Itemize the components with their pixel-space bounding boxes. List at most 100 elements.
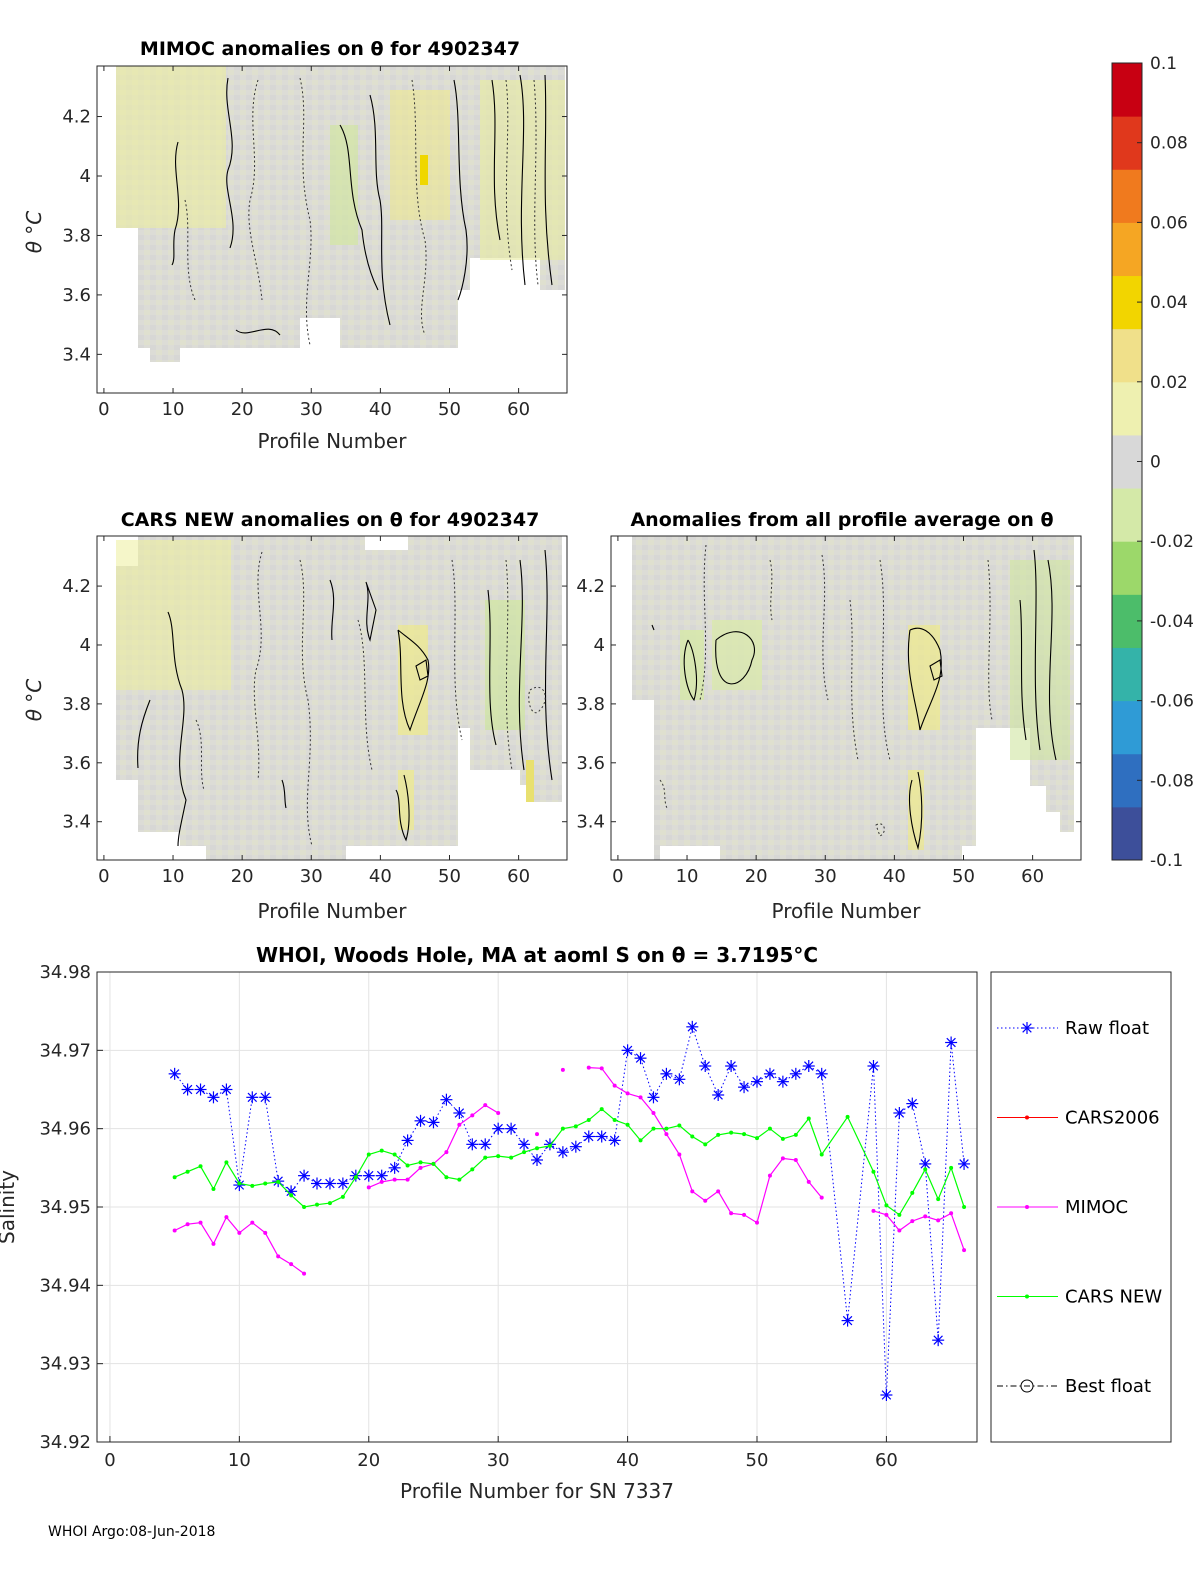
mimoc-point [729,1211,734,1216]
mimoc-heatmap [116,66,565,362]
cars-new-point [703,1142,708,1147]
x-tick-label: 60 [875,1450,898,1471]
raw-float-marker [168,1067,181,1080]
mimoc-point [366,1185,371,1190]
raw-float-marker [479,1138,492,1151]
cars-new-point [327,1201,332,1206]
mimoc-point [586,1065,591,1070]
x-tick-label: 20 [357,1450,380,1471]
cars-new-point [353,1175,358,1180]
cars-new-point [289,1193,294,1198]
raw-float-marker [841,1314,854,1327]
cars-new-point [884,1203,889,1208]
x-tick-label: 40 [883,866,906,887]
mimoc-point [819,1195,824,1200]
cars-new-point [845,1114,850,1119]
salinity-panel: WHOI, Woods Hole, MA at aoml S on θ = 3.… [0,943,1172,1503]
raw-float-marker [595,1130,608,1143]
raw-float-marker [582,1130,595,1143]
raw-float-marker [919,1157,932,1170]
raw-float-marker [388,1161,401,1174]
mimoc-point [923,1214,928,1219]
y-tick-label: 3.8 [576,694,605,715]
cars-new-point [470,1167,475,1172]
cars-new-point [625,1122,630,1127]
cars-new-point [612,1118,617,1123]
cars-new-point [716,1132,721,1137]
mimoc-point [806,1179,811,1184]
mimoc-point [910,1219,915,1224]
y-tick-label: 3.4 [62,812,91,833]
raw-float-marker [259,1091,272,1104]
raw-float-marker [401,1134,414,1147]
cars-panel: CARS NEW anomalies on θ for 4902347 [22,509,568,923]
mimoc-point [263,1230,268,1235]
mimoc-point [392,1177,397,1182]
mimoc-point [444,1150,449,1155]
colorbar-step [1112,700,1142,755]
mimoc-point [664,1132,669,1137]
salinity-axes: 0 10 20 30 40 50 60 34.98 34.97 34.96 34.95 34.94 34… [39,962,897,1471]
avg-axes: 0 10 20 30 40 50 60 4.2 4 3.8 3.6 3.4 [576,536,1081,887]
x-tick-label: 50 [746,1450,769,1471]
mimoc-point [897,1228,902,1233]
colorbar-step [1112,541,1142,595]
mimoc-point [871,1208,876,1213]
raw-float-marker [453,1107,466,1119]
mimoc-point [302,1271,307,1276]
raw-float-marker [699,1060,712,1072]
raw-float-marker [725,1060,738,1072]
mimoc-point [289,1262,294,1267]
x-tick-label: 0 [612,866,623,887]
legend-marker [1020,1379,1034,1393]
x-tick-label: 60 [507,866,530,887]
legend-item: Best float [997,1376,1151,1397]
mimoc-point [780,1156,785,1161]
cars-new-point [651,1126,656,1131]
y-tick-label: 34.93 [39,1354,91,1375]
salinity-series [168,1020,971,1401]
cars-xlabel: Profile Number [258,899,408,923]
mimoc-point [936,1218,941,1223]
mimoc-point [962,1248,967,1253]
cars-heatmap [116,536,562,860]
raw-float-marker [634,1052,647,1065]
raw-float-marker [518,1138,531,1151]
y-tick-label: 3.6 [62,285,91,306]
x-tick-label: 0 [98,866,109,887]
cars-new-point [599,1107,604,1112]
mimoc-point [703,1198,708,1203]
cars-yellow-right [526,760,534,802]
colorbar-step [1112,169,1142,223]
mimoc-green-patch [330,125,358,245]
mimoc-contours [171,74,553,336]
cars-new-point [806,1116,811,1121]
y-tick-label: 3.6 [576,753,605,774]
x-tick-label: 10 [162,399,185,420]
cars-new-point [949,1165,954,1170]
mimoc-point [677,1152,682,1157]
colorbar-tick-label: -0.02 [1150,532,1194,552]
avg-dotted-contours [659,544,993,837]
raw-float-marker [336,1177,349,1190]
legend-label: CARS NEW [1065,1287,1162,1308]
cars-new-point [755,1136,759,1141]
mimoc-point [560,1067,565,1072]
legend: Raw float CARS2006 MIMOC CARS NEW Best float [990,971,1172,1443]
raw-float-marker [505,1122,518,1135]
raw-float-marker [763,1067,776,1080]
mimoc-line [873,1210,965,1251]
mimoc-point [716,1189,721,1194]
raw-float-marker [776,1075,789,1088]
y-tick-label: 4.2 [62,107,91,128]
mimoc-point [949,1211,954,1216]
avg-green-patch-1 [680,630,704,700]
y-tick-label: 34.96 [39,1119,91,1140]
raw-float-marker [194,1083,207,1096]
cars-new-point [522,1150,527,1155]
colorbar-step [1112,381,1142,436]
legend-label: Best float [1065,1376,1151,1397]
y-tick-label: 4 [80,635,91,656]
x-tick-label: 30 [814,866,837,887]
